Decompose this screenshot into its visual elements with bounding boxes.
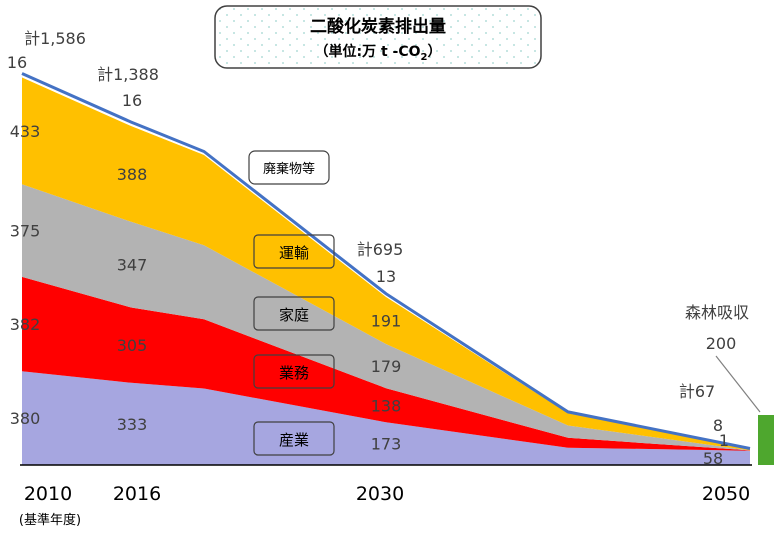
x-axis-ticks: 2010 2016 2030 2050 bbox=[24, 483, 750, 505]
category-label-transport: 運輸 bbox=[253, 234, 335, 269]
title-box: 二酸化炭素排出量 （単位:万 t -CO2） bbox=[214, 5, 542, 69]
category-label-household: 家庭 bbox=[253, 296, 335, 331]
chart-subtitle: （単位:万 t -CO2） bbox=[315, 43, 442, 63]
total-emissions-line bbox=[21, 72, 751, 450]
forest-absorption-label: 森林吸収 bbox=[685, 303, 749, 322]
base-year-note: (基準年度) bbox=[19, 512, 81, 528]
data-label-2030-business: 138 bbox=[371, 396, 402, 415]
chart-title: 二酸化炭素排出量 bbox=[310, 16, 446, 37]
area-transport bbox=[22, 77, 750, 451]
data-label-2030-industry: 173 bbox=[371, 435, 402, 454]
data-label-2030-transport: 191 bbox=[371, 312, 402, 331]
total-label-2050: 計67 bbox=[679, 382, 715, 401]
area-industry bbox=[22, 371, 750, 465]
forest-absorption-leader-line bbox=[715, 355, 761, 413]
data-label-2016-waste: 16 bbox=[122, 91, 142, 110]
stacked-areas bbox=[22, 73, 750, 465]
area-household bbox=[22, 184, 750, 451]
data-label-2030-waste: 13 bbox=[376, 267, 396, 286]
x-tick-2050: 2050 bbox=[702, 483, 750, 505]
data-label-2050-industry: 58 bbox=[703, 449, 723, 468]
data-label-2016-transport: 388 bbox=[117, 165, 148, 184]
data-label-2010-business: 382 bbox=[10, 315, 41, 334]
data-label-2050-business: 1 bbox=[719, 431, 729, 450]
x-tick-2010: 2010 bbox=[24, 483, 72, 505]
forest-absorption-value: 200 bbox=[706, 334, 737, 353]
data-label-2016-business: 305 bbox=[117, 336, 148, 355]
category-label-industry: 産業 bbox=[253, 421, 335, 456]
category-label-business: 業務 bbox=[253, 354, 335, 389]
data-label-2010-waste: 16 bbox=[7, 53, 27, 72]
data-label-2050-transport: 8 bbox=[713, 416, 723, 435]
total-label-2010: 計1,586 bbox=[24, 29, 86, 48]
forest-absorption-bar bbox=[758, 415, 774, 465]
category-label-business-text: 業務 bbox=[279, 364, 309, 382]
data-label-2016-household: 347 bbox=[117, 256, 148, 275]
data-label-2010-industry: 380 bbox=[10, 409, 41, 428]
data-label-2016-industry: 333 bbox=[117, 415, 148, 434]
area-business bbox=[22, 276, 750, 451]
total-label-2016: 計1,388 bbox=[97, 65, 159, 84]
data-labels: 16 433 375 382 380 16 388 347 305 333 13 191 179 138 1… bbox=[7, 29, 729, 468]
x-tick-2016: 2016 bbox=[113, 483, 161, 505]
category-label-household-text: 家庭 bbox=[279, 306, 309, 324]
data-label-2010-transport: 433 bbox=[10, 122, 41, 141]
category-label-waste-text: 廃棄物等 bbox=[263, 161, 315, 177]
category-label-transport-text: 運輸 bbox=[279, 244, 309, 262]
data-label-2030-household: 179 bbox=[371, 357, 402, 376]
data-label-2010-household: 375 bbox=[10, 222, 41, 241]
category-label-waste: 廃棄物等 bbox=[248, 150, 330, 185]
category-label-industry-text: 産業 bbox=[279, 431, 309, 449]
x-tick-2030: 2030 bbox=[356, 483, 404, 505]
total-label-2030: 計695 bbox=[357, 240, 404, 259]
